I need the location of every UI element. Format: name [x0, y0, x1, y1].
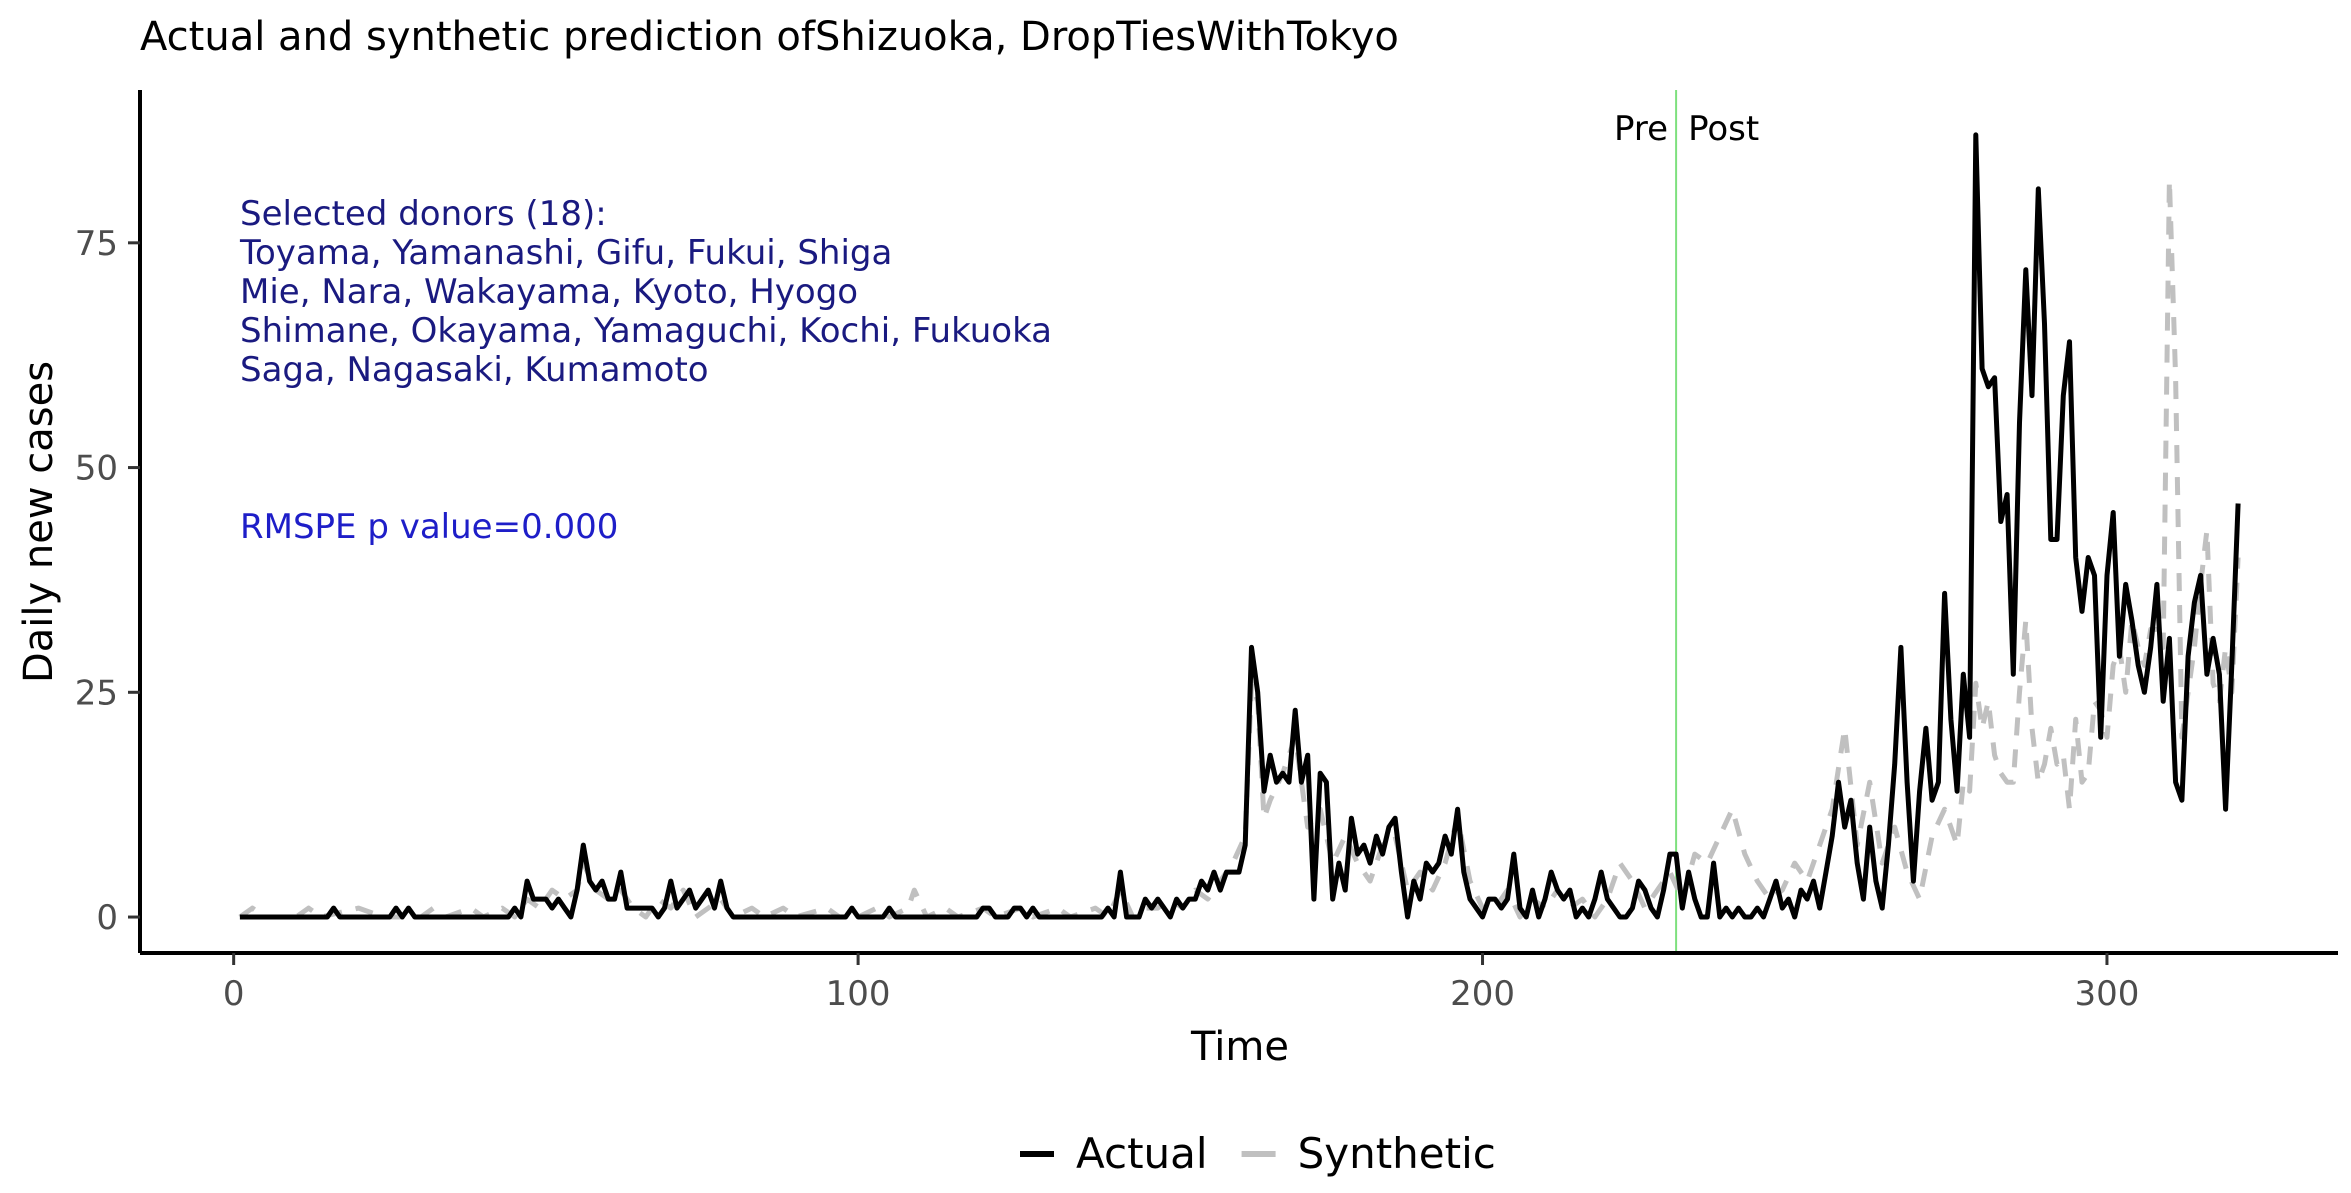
y-axis-ticks: 0 25 50 75 — [75, 224, 140, 938]
donor-line-3: Shimane, Okayama, Yamaguchi, Kochi, Fuku… — [240, 311, 1052, 351]
y-axis-title: Daily new cases — [16, 361, 62, 683]
pre-label: Pre — [1614, 109, 1668, 149]
x-axis-title: Time — [1190, 1024, 1289, 1070]
x-axis-ticks: 0 100 200 300 — [223, 953, 2140, 1014]
plot-area: Pre Post Selected donors (18):Toyama, Ya… — [238, 90, 2241, 953]
x-tick-label-100: 100 — [826, 974, 891, 1014]
post-label: Post — [1688, 109, 1759, 149]
donor-line-2: Mie, Nara, Wakayama, Kyoto, Hyogo — [240, 272, 858, 312]
legend-label-synthetic: Synthetic — [1298, 1129, 1496, 1178]
series-line-actual — [239, 132, 2241, 920]
donor-line-4: Saga, Nagasaki, Kumamoto — [240, 350, 709, 390]
donor-line-0: Selected donors (18): — [240, 194, 607, 234]
legend-label-actual: Actual — [1076, 1129, 1208, 1178]
y-tick-label-25: 25 — [75, 673, 118, 713]
chart-title: Actual and synthetic prediction ofShizuo… — [140, 14, 1399, 60]
p-value-annotation: RMSPE p value=0.000 — [240, 507, 618, 547]
x-tick-label-200: 200 — [1450, 974, 1515, 1014]
series-layer — [238, 132, 2241, 920]
y-tick-label-0: 0 — [96, 898, 118, 938]
x-tick-label-300: 300 — [2075, 974, 2140, 1014]
legend: Actual Synthetic — [1020, 1129, 1496, 1178]
donor-line-1: Toyama, Yamanashi, Gifu, Fukui, Shiga — [239, 233, 892, 273]
x-tick-label-0: 0 — [223, 974, 245, 1014]
y-tick-label-75: 75 — [75, 224, 118, 264]
y-tick-label-50: 50 — [75, 449, 118, 489]
donor-annotation: Selected donors (18):Toyama, Yamanashi, … — [239, 194, 1052, 390]
